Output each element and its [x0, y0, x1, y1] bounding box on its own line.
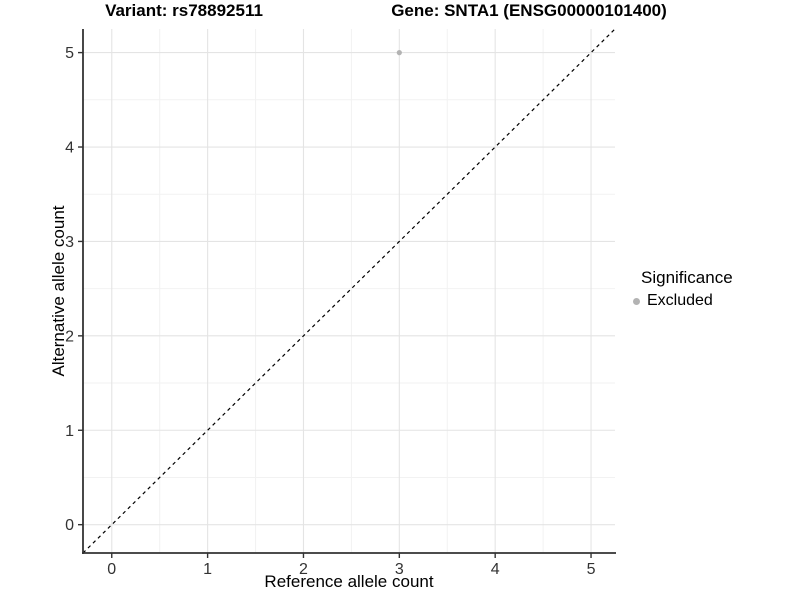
axis-ticks-and-labels: 0 1 2 3 4 5 0 1 2 3 4 5	[65, 45, 595, 578]
y-tick-label: 3	[65, 234, 74, 251]
x-tick-label: 5	[587, 561, 596, 578]
plot-title-variant: Variant: rs78892511	[105, 1, 263, 20]
x-tick-label: 2	[299, 561, 308, 578]
excluded-point-icon	[633, 297, 640, 305]
y-tick-label: 1	[65, 423, 74, 440]
y-tick-label: 0	[65, 517, 74, 534]
x-axis-title: Reference allele count	[264, 572, 434, 591]
x-tick-label: 3	[395, 561, 404, 578]
data-points	[396, 50, 402, 56]
legend-item-excluded: Excluded	[630, 292, 733, 310]
plot-title-gene: Gene: SNTA1 (ENSG00000101400)	[391, 1, 667, 20]
x-tick-label: 4	[491, 561, 500, 578]
y-tick-label: 5	[65, 45, 74, 62]
y-axis-title: Alternative allele count	[49, 205, 68, 377]
y-tick-label: 4	[65, 140, 74, 157]
data-point	[396, 50, 402, 56]
legend-item-label: Excluded	[647, 292, 713, 309]
axis-lines	[82, 29, 616, 554]
x-tick-label: 0	[107, 561, 116, 578]
legend-title: Significance	[641, 268, 733, 287]
grid-major	[83, 29, 615, 553]
legend: Significance Excluded	[630, 268, 733, 310]
y-tick-label: 2	[65, 328, 74, 345]
grid-minor	[83, 29, 615, 553]
x-tick-label: 1	[203, 561, 212, 578]
identity-reference-line	[82, 28, 616, 554]
